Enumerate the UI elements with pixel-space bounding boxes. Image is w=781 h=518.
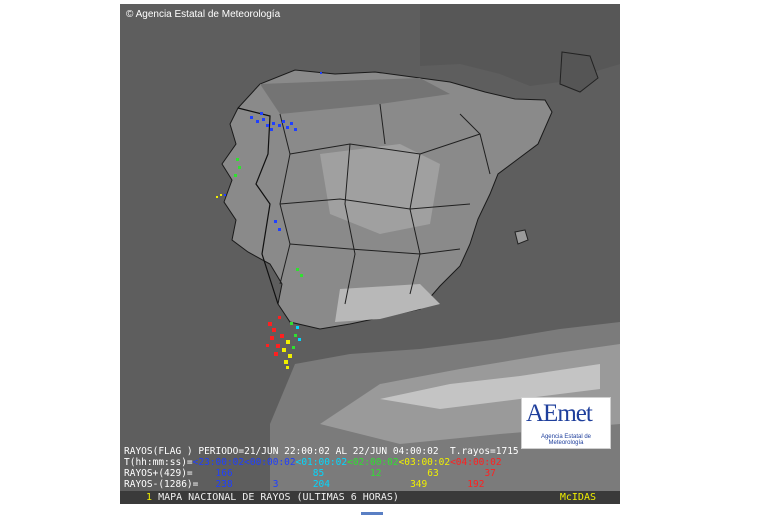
legend-period: RAYOS(FLAG ) PERIODO=21/JUN 22:00:02 AL … (124, 446, 519, 457)
positive-count-4: 12 (370, 468, 382, 479)
negative-count-6: 192 (467, 479, 485, 490)
aemet-logo-word: AEmet (526, 400, 593, 427)
legend-interval-2: <00:00:02 (244, 457, 296, 468)
map-drawing (120, 4, 620, 504)
legend-positive: RAYOS+(429)= 166 85 12 63 37 (124, 468, 496, 479)
majorca-island (559, 51, 599, 93)
negative-count-3: 204 (312, 479, 330, 490)
legend-interval-6: <04:00:02 (450, 457, 502, 468)
portugal-border (237, 107, 279, 305)
relief-south (335, 284, 440, 322)
legend-interval-3: <01:00:02 (295, 457, 348, 468)
copyright-label: © Agencia Estatal de Meteorología (126, 9, 281, 20)
legend-intervals: T(hh:mm:ss)=<23:00:02<00:00:02<01:00:02<… (124, 457, 502, 468)
map-title: MAPA NACIONAL DE RAYOS (ULTIMAS 6 HORAS) (158, 492, 399, 503)
legend-negative: RAYOS-(1286)= 238 3 204 349 192 (124, 479, 484, 490)
ibiza-island (514, 229, 529, 245)
negative-count-1: 238 (215, 479, 233, 490)
positive-count-5: 63 (427, 468, 439, 479)
lightning-strikes (216, 72, 322, 369)
software-label: McIDAS (559, 492, 596, 503)
page-scroll-indicator[interactable] (361, 512, 383, 515)
aemet-logo: AEmet Agencia Estatal de Meteorología (521, 397, 611, 449)
atlas-peaks (380, 364, 600, 409)
positive-count-1: 166 (215, 468, 233, 479)
strikes-galicia (224, 72, 322, 231)
legend-interval-1: <23:00:02 (192, 457, 245, 468)
bottom-bar: 1 MAPA NACIONAL DE RAYOS (ULTIMAS 6 HORA… (120, 491, 620, 504)
lightning-map: © Agencia Estatal de Meteorología AEmet … (120, 4, 620, 504)
negative-count-5: 349 (410, 479, 428, 490)
legend-interval-5: <03:00:02 (398, 457, 451, 468)
legend-interval-4: <02:00:02 (347, 457, 399, 468)
strikes-cadiz (266, 316, 301, 369)
region-borders (279, 103, 491, 305)
relief-center (320, 144, 440, 234)
strikes-yellow-west (216, 194, 222, 198)
positive-count-6: 37 (484, 468, 496, 479)
strikes-west-coast (234, 158, 303, 277)
legend-interval-label: T(hh:mm:ss)= (124, 457, 193, 468)
aemet-logo-subtitle: Agencia Estatal de Meteorología (540, 434, 592, 446)
legend-negative-label: RAYOS-(1286)= (124, 479, 199, 490)
negative-count-2: 3 (272, 479, 279, 490)
positive-count-3: 85 (312, 468, 325, 479)
legend-positive-label: RAYOS+(429)= (124, 468, 193, 479)
frame-number: 1 (146, 492, 153, 503)
relief-north (260, 78, 450, 114)
